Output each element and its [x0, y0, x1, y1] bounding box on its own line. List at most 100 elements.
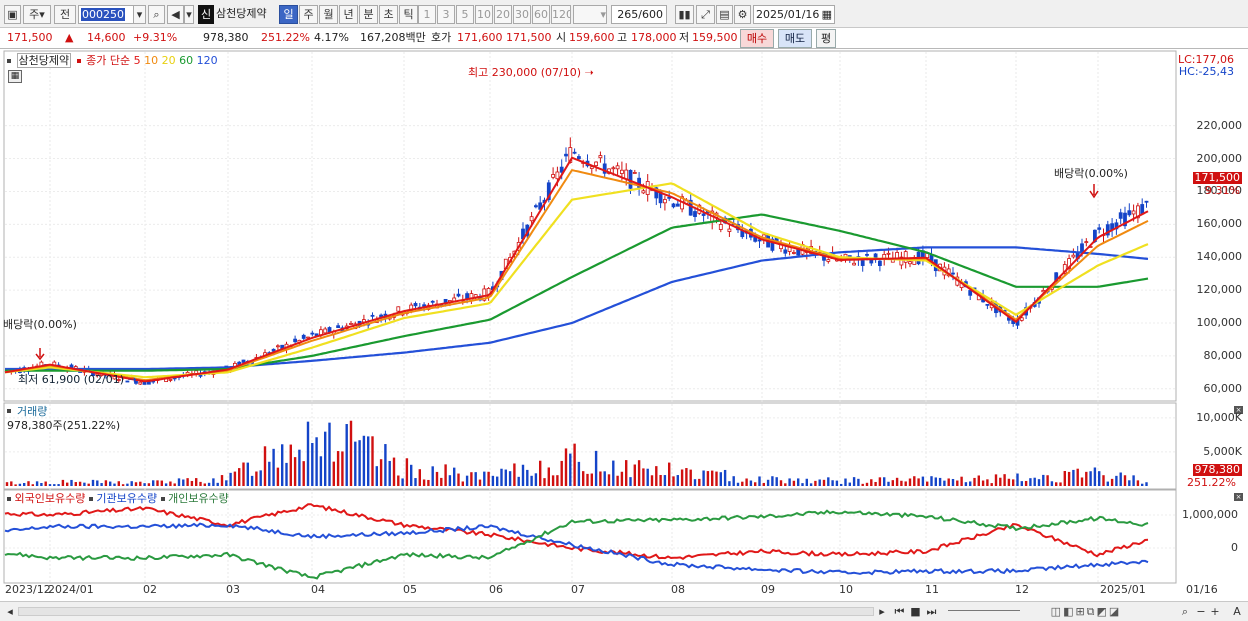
- prev-button[interactable]: 전: [54, 5, 76, 24]
- drawing-tools-icon[interactable]: ◫◧⊞⧉◩◪: [1050, 605, 1122, 618]
- interval-3[interactable]: 3: [437, 5, 455, 24]
- pane-close-icon[interactable]: ×: [1234, 406, 1243, 414]
- interval-60[interactable]: 60: [532, 5, 550, 24]
- period-minute[interactable]: 분: [359, 5, 378, 24]
- volume-bar: [422, 479, 426, 486]
- legend-institution[interactable]: 기관보유수량: [96, 492, 158, 505]
- volume-bar: [887, 481, 890, 486]
- zoom-icon[interactable]: ⌕: [1181, 605, 1189, 618]
- holdings-pane[interactable]: [3, 489, 1177, 584]
- volume-bar: [18, 483, 22, 486]
- period-week[interactable]: 주: [299, 5, 318, 24]
- volume-bar: [134, 482, 138, 486]
- interval-5[interactable]: 5: [456, 5, 474, 24]
- volume-bar: [23, 483, 26, 486]
- volume-bar: [990, 483, 993, 486]
- period-second[interactable]: 초: [379, 5, 398, 24]
- search-icon[interactable]: ⌕: [148, 5, 165, 24]
- font-size-icon[interactable]: A: [1233, 605, 1241, 618]
- volume-bar: [461, 481, 464, 486]
- interval-20[interactable]: 20: [494, 5, 512, 24]
- volume-bar: [1042, 474, 1045, 486]
- holdings-swatch-icon: [7, 497, 11, 501]
- candle-body: [903, 251, 908, 263]
- chart-settings-icon[interactable]: ▦: [8, 70, 22, 83]
- market-select[interactable]: 주▾: [23, 5, 51, 24]
- volume-bar: [822, 479, 826, 486]
- zoom-in-icon[interactable]: +: [1210, 605, 1220, 618]
- legend-ma-label[interactable]: 종가 단순: [86, 54, 131, 67]
- speaker-dropdown-icon[interactable]: ▾: [184, 5, 194, 24]
- zoom-slider[interactable]: [948, 610, 1020, 613]
- holdings-close-icon[interactable]: ×: [1234, 493, 1243, 501]
- candle-body: [1097, 227, 1102, 230]
- period-month[interactable]: 월: [319, 5, 338, 24]
- volume-swatch-icon: [7, 409, 11, 413]
- volume-bar: [586, 473, 589, 486]
- candle-body: [826, 259, 831, 262]
- interval-120[interactable]: 120: [551, 5, 571, 24]
- legend-foreign[interactable]: 외국인보유수량: [14, 492, 86, 505]
- volume-bar: [577, 461, 581, 486]
- speaker-icon[interactable]: ◀: [167, 5, 184, 24]
- horizontal-scrollbar[interactable]: [18, 607, 874, 616]
- dividend-annotation-1: 배당락(0.00%): [3, 318, 77, 331]
- candle-body: [693, 211, 697, 217]
- save-icon[interactable]: ▤: [716, 5, 733, 24]
- candle-body: [310, 332, 315, 335]
- volume-bar: [259, 470, 262, 486]
- stock-code-input[interactable]: 000250: [78, 5, 146, 24]
- volume-value: 978,380: [203, 31, 249, 44]
- legend-stock-name[interactable]: 삼천당제약: [16, 53, 72, 68]
- grid-lines: [5, 52, 1175, 582]
- calendar-icon[interactable]: ▦: [821, 8, 832, 21]
- gear-icon[interactable]: ⚙: [734, 5, 751, 24]
- stock-chart[interactable]: [0, 49, 1248, 601]
- candle-body: [482, 288, 487, 301]
- volume-title: 거래량: [17, 405, 48, 418]
- volume-bar: [66, 482, 69, 486]
- volume-bar: [947, 478, 950, 486]
- forward-icon[interactable]: ⏭: [926, 605, 937, 618]
- volume-bar: [891, 480, 894, 486]
- stop-icon[interactable]: ■: [910, 605, 921, 618]
- volume-bar: [319, 456, 323, 486]
- scroll-right-icon[interactable]: ▸: [879, 605, 885, 618]
- legend-individual[interactable]: 개인보유수량: [168, 492, 229, 505]
- rewind-icon[interactable]: ⏮: [894, 605, 905, 618]
- eval-button[interactable]: 평: [816, 29, 836, 48]
- sell-button[interactable]: 매도: [778, 29, 812, 48]
- date-input[interactable]: 2025/01/16 ▦: [753, 5, 835, 24]
- period-tick[interactable]: 틱: [399, 5, 418, 24]
- layout-icon[interactable]: ▣: [4, 5, 21, 24]
- interval-30[interactable]: 30: [513, 5, 531, 24]
- legend-ma60[interactable]: 60: [179, 54, 194, 67]
- code-dropdown-icon[interactable]: ▾: [133, 5, 146, 24]
- buy-button[interactable]: 매수: [740, 29, 774, 48]
- candle-body: [1144, 200, 1149, 203]
- volume-bar: [1046, 475, 1049, 486]
- count-input[interactable]: 265/600: [611, 5, 667, 24]
- legend-ma20[interactable]: 20: [161, 54, 176, 67]
- stock-name[interactable]: 삼천당제약: [216, 7, 267, 20]
- interval-custom-input[interactable]: ▾: [573, 5, 607, 24]
- volume-pane[interactable]: [3, 402, 1177, 490]
- volume-bar: [711, 470, 714, 486]
- period-year[interactable]: 년: [339, 5, 358, 24]
- interval-1[interactable]: 1: [418, 5, 436, 24]
- legend-ma5[interactable]: 5: [133, 54, 141, 67]
- interval-10[interactable]: 10: [475, 5, 493, 24]
- volume-bar: [61, 479, 65, 486]
- candle-body: [1071, 254, 1076, 258]
- price-pane[interactable]: [3, 50, 1177, 402]
- candle-type-icon[interactable]: ▮▮: [675, 5, 694, 24]
- period-day[interactable]: 일: [279, 5, 298, 24]
- legend-ma120[interactable]: 120: [196, 54, 218, 67]
- chart-tools-icon[interactable]: ⤢: [696, 5, 715, 24]
- volume-bar: [293, 457, 297, 486]
- legend-ma10[interactable]: 10: [144, 54, 159, 67]
- volume-bar: [483, 471, 486, 486]
- volume-bar: [233, 471, 237, 486]
- scroll-left-icon[interactable]: ◂: [7, 605, 13, 618]
- zoom-out-icon[interactable]: −: [1196, 605, 1206, 618]
